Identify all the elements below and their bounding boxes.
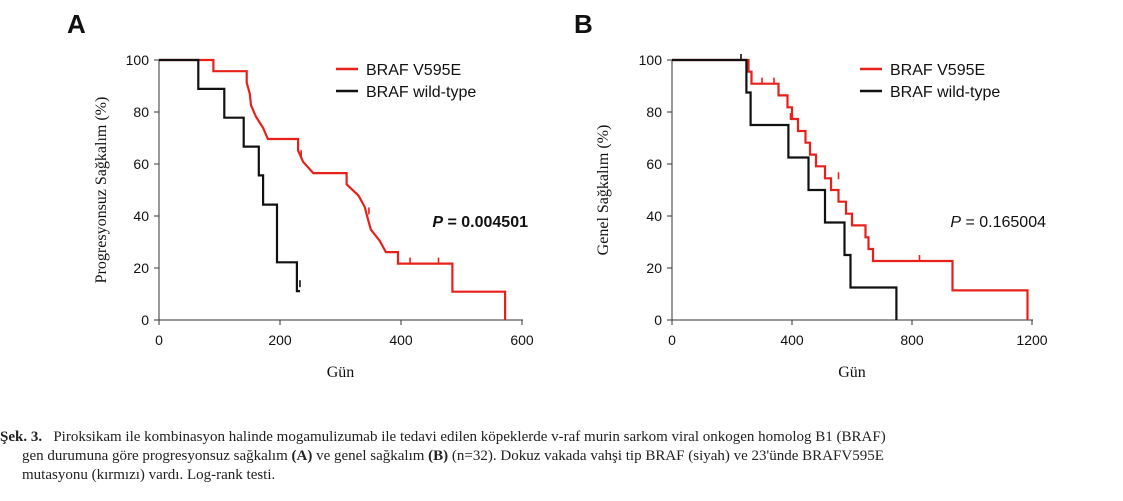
panel-letter: B	[574, 9, 593, 39]
x-tick-label: 400	[389, 332, 413, 348]
p-value: = 0.165004	[961, 214, 1046, 231]
caption-line-3: mutasyonu (kırmızı) vardı. Log-rank test…	[22, 467, 276, 483]
series-line-braf-wild-type	[672, 58, 898, 320]
panel-letter: A	[67, 9, 86, 39]
y-tick-label: 20	[646, 260, 662, 276]
panel-a-survival-chart: A 0 20 40 60 80 100 0 200 400 600 Gün Progresyonsuz …	[67, 9, 534, 381]
y-tick-label: 60	[646, 156, 662, 172]
y-axis-label: Progresyonsuz Sağkalım (%)	[93, 97, 110, 284]
y-tick-label: 100	[639, 52, 663, 68]
caption-ref-a: (A)	[291, 448, 313, 464]
caption-text-2b: ve genel sağkalım	[312, 448, 429, 464]
p-symbol: P	[950, 214, 961, 231]
legend-label: BRAF V595E	[366, 62, 461, 79]
caption-text-2a: gen durumuna göre progresyonsuz sağkalım	[22, 448, 292, 464]
p-value-annotation: P = 0.004501	[432, 214, 528, 231]
series-line-braf-wild-type	[159, 58, 300, 293]
p-value-annotation: P = 0.165004	[950, 214, 1046, 231]
caption-ref-b: (B)	[428, 448, 449, 464]
x-tick-label: 600	[510, 332, 534, 348]
x-tick-label: 200	[268, 332, 292, 348]
y-tick-label: 0	[141, 312, 149, 328]
p-value: = 0.004501	[443, 214, 528, 231]
x-axis-label: Gün	[838, 364, 866, 381]
y-tick-label: 60	[133, 156, 149, 172]
p-symbol: P	[432, 214, 443, 231]
y-tick-label: 0	[654, 312, 662, 328]
caption-text-1: Piroksikam ile kombinasyon halinde mogam…	[53, 429, 886, 445]
series-line-braf-v595e	[672, 58, 1029, 320]
y-tick-label: 80	[133, 104, 149, 120]
caption-line-1: Şek. 3. Piroksikam ile kombinasyon halin…	[0, 428, 1115, 447]
series-line-braf-v595e	[159, 58, 507, 320]
y-tick-label: 40	[646, 208, 662, 224]
legend-label: BRAF V595E	[890, 62, 985, 79]
x-tick-label: 400	[780, 332, 804, 348]
x-axis-label: Gün	[327, 364, 355, 381]
x-tick-label: 1200	[1016, 332, 1047, 348]
legend-label: BRAF wild-type	[890, 84, 1000, 101]
legend-label: BRAF wild-type	[366, 84, 476, 101]
x-tick-label: 0	[155, 332, 163, 348]
figure-caption: Şek. 3. Piroksikam ile kombinasyon halin…	[0, 428, 1115, 485]
panel-b-survival-chart: B 0 20 40 60 80 100 0 400 800 1200 Gün Genel Sağkalı…	[574, 9, 1048, 381]
caption-label: Şek. 3.	[0, 429, 43, 445]
x-tick-label: 0	[668, 332, 676, 348]
y-tick-label: 20	[133, 260, 149, 276]
y-axis-label: Genel Sağkalım (%)	[595, 125, 612, 256]
caption-text-2c: (n=32). Dokuz vakada vahşi tip BRAF (siy…	[448, 448, 884, 464]
y-tick-label: 40	[133, 208, 149, 224]
y-tick-label: 80	[646, 104, 662, 120]
caption-line-2: gen durumuna göre progresyonsuz sağkalım…	[0, 447, 1115, 466]
x-tick-label: 800	[900, 332, 924, 348]
y-tick-label: 100	[126, 52, 150, 68]
